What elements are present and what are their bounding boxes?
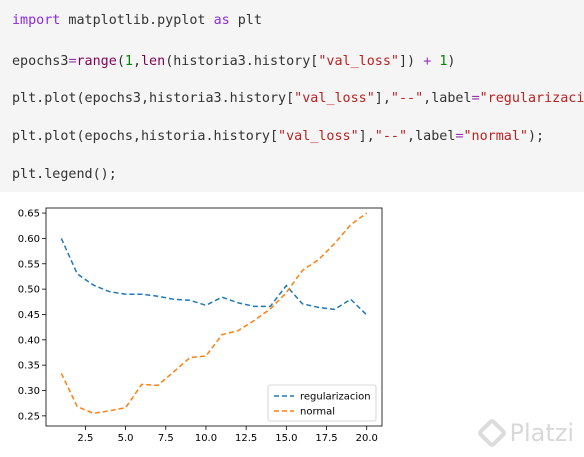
code-line: plt.plot(epochs,historia.history["val_lo…: [12, 128, 544, 146]
code-token: 1: [124, 54, 133, 69]
y-tick-label: 0.30: [18, 386, 40, 397]
code-token: ],: [374, 91, 391, 106]
x-tick-label: 12.5: [235, 433, 257, 444]
code-cell[interactable]: import matplotlib.pyplot as plt epochs3=r…: [0, 0, 584, 192]
y-tick-label: 0.50: [18, 285, 40, 296]
code-token: ],: [358, 129, 375, 144]
code-token: ,: [132, 54, 141, 69]
legend-box: [267, 384, 377, 422]
code-token: as: [213, 13, 230, 28]
code-token: plt.legend();: [12, 167, 117, 182]
code-token: "regularizacion": [479, 91, 584, 106]
code-line: import matplotlib.pyplot as plt: [12, 12, 262, 30]
x-tick-label: 15.0: [275, 433, 297, 444]
code-token: len: [141, 54, 166, 69]
platzi-logo-icon: [476, 417, 509, 449]
series-line-regularizacion: [60, 238, 368, 316]
series-line-normal: [60, 212, 368, 415]
x-tick-label: 20.0: [356, 433, 378, 444]
code-token: range: [76, 54, 117, 69]
code-token: =: [455, 129, 464, 144]
code-token: "val_loss": [278, 129, 359, 144]
legend-label: regularizacion: [300, 392, 371, 403]
code-token: plt.plot(epochs3,historia3.history[: [12, 91, 295, 106]
y-tick-label: 0.45: [18, 310, 40, 321]
code-token: plt: [229, 13, 262, 28]
chart: 2.5 5.0 7.5 10.0 12.5 15.0 17.5 20.0 0.25 0.30 0.3…: [0, 200, 400, 453]
code-token: 1: [439, 54, 448, 69]
code-token: ): [447, 54, 456, 69]
code-token: "normal": [463, 129, 528, 144]
x-tick-label: 2.5: [77, 433, 93, 444]
code-token: import: [12, 13, 61, 28]
code-token: plt.plot(epochs,historia.history[: [12, 129, 279, 144]
chart-svg: 2.5 5.0 7.5 10.0 12.5 15.0 17.5 20.0 0.25 0.30 0.3…: [18, 207, 383, 444]
x-tick-label: 17.5: [315, 433, 337, 444]
y-tick-label: 0.65: [18, 209, 40, 220]
y-tick-label: 0.60: [18, 234, 40, 245]
watermark-text: Platzi: [509, 419, 574, 447]
code-token: "val_loss": [318, 54, 399, 69]
code-token: (historia3.history[: [165, 54, 319, 69]
code-token: ]): [399, 54, 424, 69]
code-token: "--": [390, 91, 424, 106]
code-token: (: [116, 54, 125, 69]
code-token: epochs3: [12, 54, 69, 69]
x-tick-label: 7.5: [158, 433, 174, 444]
code-token: ,label: [407, 129, 456, 144]
y-tick-label: 0.55: [18, 259, 40, 270]
code-token: "val_loss": [294, 91, 375, 106]
code-token: ,label: [423, 91, 472, 106]
y-tick-label: 0.35: [18, 361, 40, 372]
code-line: epochs3=range(1,len(historia3.history["v…: [12, 53, 455, 71]
x-tick-label: 10.0: [195, 433, 217, 444]
code-token: +: [423, 54, 432, 69]
x-tick-label: 5.0: [118, 433, 134, 444]
y-tick-label: 0.40: [18, 335, 40, 346]
code-line: plt.legend();: [12, 166, 117, 184]
code-token: "--": [374, 129, 408, 144]
y-tick-label: 0.25: [18, 411, 40, 422]
watermark: Platzi: [476, 417, 574, 449]
code-token: =: [471, 91, 480, 106]
code-token: =: [68, 54, 77, 69]
code-token: matplotlib.pyplot: [60, 13, 214, 28]
code-token: );: [527, 129, 545, 144]
code-line: plt.plot(epochs3,historia3.history["val_…: [12, 90, 584, 108]
legend-label: normal: [300, 407, 335, 418]
